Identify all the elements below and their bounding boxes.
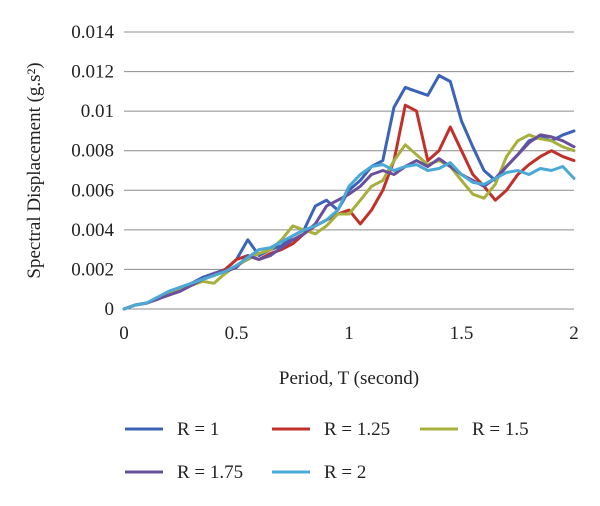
- legend: R = 1 R = 1.25 R = 1.5 R = 1.75 R = 2: [125, 419, 529, 483]
- series-lines: [122, 74, 576, 311]
- legend-label: R = 1: [177, 419, 219, 440]
- x-axis-title: Period, T (second): [279, 368, 419, 389]
- legend-label: R = 2: [324, 462, 366, 483]
- legend-label: R = 1.75: [177, 462, 243, 483]
- gridlines: [124, 31, 574, 310]
- series-line-5: [122, 161, 576, 311]
- y-tick-label: 0.006: [71, 180, 114, 201]
- x-tick-label: 1.5: [450, 323, 474, 344]
- y-tick-label: 0.012: [71, 62, 114, 83]
- y-tick-label: 0.002: [71, 259, 114, 280]
- x-tick-label: 0: [119, 323, 129, 344]
- legend-label: R = 1.25: [324, 419, 390, 440]
- y-tick-label: 0: [105, 299, 115, 320]
- y-tick-label: 0.014: [71, 22, 114, 43]
- x-tick-label: 1: [344, 323, 354, 344]
- x-tick-label: 2: [569, 323, 579, 344]
- y-axis-title: Spectral Displacement (g.s²): [24, 62, 45, 278]
- y-tick-label: 0.008: [71, 141, 114, 162]
- axes: 0 0.002 0.004 0.006 0.008 0.01 0.012 0.014 0 0.5 1…: [71, 22, 579, 344]
- x-tick-label: 0.5: [225, 323, 249, 344]
- series-line-2: [122, 103, 576, 311]
- y-tick-label: 0.004: [71, 220, 114, 241]
- y-tick-label: 0.01: [81, 101, 114, 122]
- legend-label: R = 1.5: [472, 419, 529, 440]
